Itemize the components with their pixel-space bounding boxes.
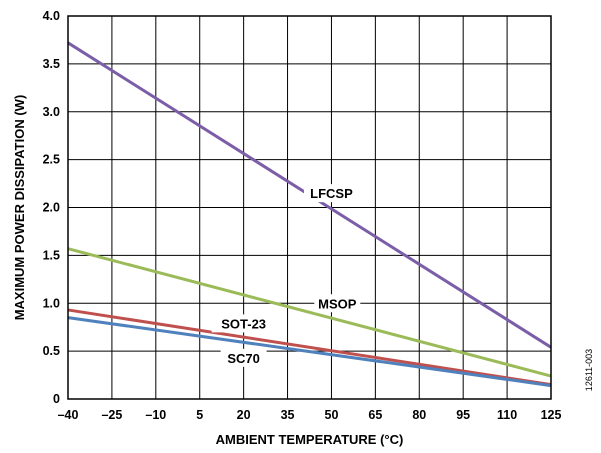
y-tick-label: 0: [53, 392, 60, 406]
x-tick-label: –40: [58, 408, 79, 422]
plot-frame: [67, 15, 552, 400]
y-tick-label: 1.5: [43, 248, 60, 262]
x-tick-label: 80: [412, 408, 426, 422]
series-line-sc70: [67, 316, 552, 388]
x-tick-label: –10: [145, 408, 166, 422]
figure-id: 12611-003: [584, 349, 594, 391]
series-label-sot-23: SOT-23: [221, 316, 266, 331]
y-tick-label: 0.5: [43, 344, 60, 358]
x-tick-label: 50: [325, 408, 339, 422]
y-tick-label: 4.0: [43, 9, 60, 23]
x-axis-title: AMBIENT TEMPERATURE (°C): [216, 432, 404, 447]
x-tick-label: 65: [368, 408, 382, 422]
series-label-bg-lfcsp: [303, 184, 359, 203]
x-tick-label: 20: [237, 408, 251, 422]
series-line-sot-23: [67, 308, 552, 387]
series-line-msop: [67, 247, 552, 378]
series-label-sc70: SC70: [227, 351, 260, 366]
x-tick-label: 95: [456, 408, 470, 422]
x-tick-label: 35: [281, 408, 295, 422]
y-tick-label: 1.0: [43, 296, 60, 310]
x-tick-label: –25: [101, 408, 122, 422]
series-label-lfcsp: LFCSP: [310, 186, 353, 201]
y-tick-label: 3.0: [43, 105, 60, 119]
y-tick-label: 2.0: [43, 201, 60, 215]
x-tick-label: 110: [497, 408, 517, 422]
series-label-msop: MSOP: [318, 296, 357, 311]
y-tick-labels: 0 0.5 1.0 1.5 2.0 2.5 3.0 3.5 4.0: [43, 9, 60, 406]
y-tick-label: 2.5: [43, 153, 60, 167]
series-lines: [67, 41, 552, 388]
y-tick-label: 3.5: [43, 57, 60, 71]
grid: [67, 15, 552, 400]
y-axis-title: MAXIMUM POWER DISSIPATION (W): [12, 95, 27, 321]
series-label-bg-sc70: [220, 348, 267, 367]
series-label-bg-msop: [314, 294, 361, 313]
x-tick-label: 125: [541, 408, 562, 422]
x-tick-label: 5: [196, 408, 203, 422]
series-labels: LFCSP MSOP SOT-23 SC70: [211, 184, 361, 367]
x-tick-labels: –40 –25 –10 5 20 35 50 65 80 95 110 125: [58, 408, 562, 422]
series-label-bg-sot-23: [211, 314, 276, 333]
